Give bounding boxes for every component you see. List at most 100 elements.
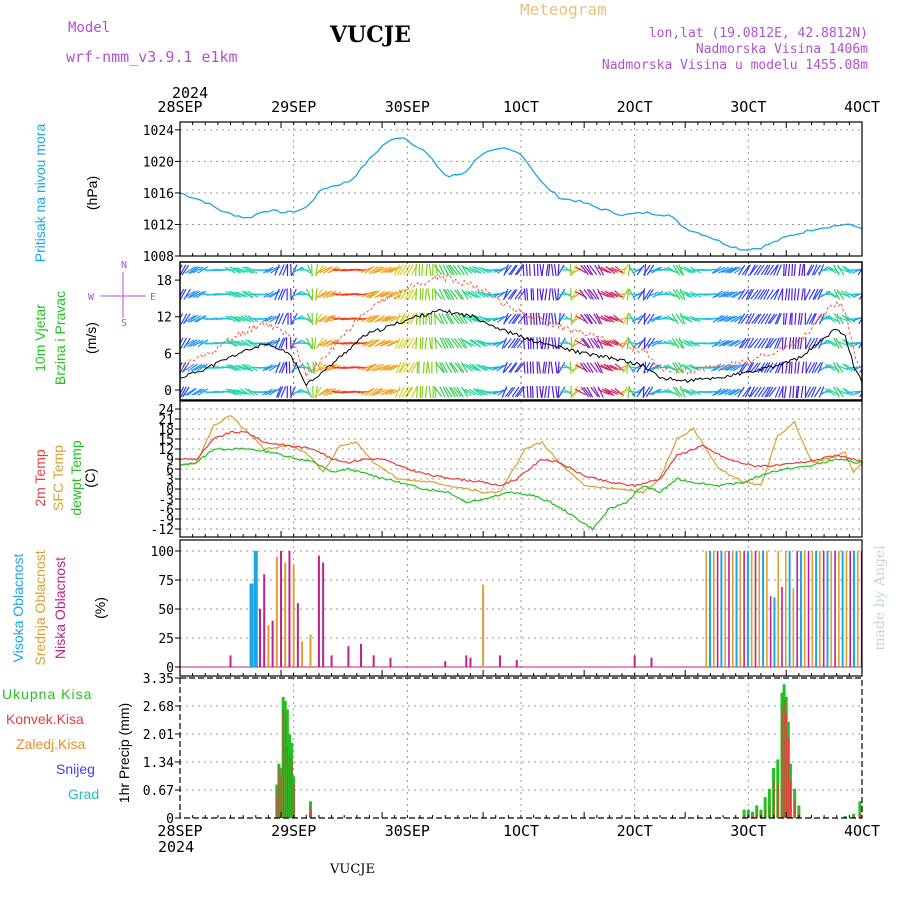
precip-bar-conv (781, 709, 784, 818)
wind-arrow (397, 337, 405, 349)
wind-arrow (379, 339, 391, 347)
wind-arrow (492, 364, 505, 371)
wind-arrow (386, 266, 398, 274)
wind-arrow (757, 362, 766, 373)
cloud-bar-low (317, 555, 320, 667)
wind-arrow (572, 386, 579, 398)
wind-arrow (793, 288, 797, 301)
pressure-series-line (179, 137, 863, 251)
wind-arrow (597, 291, 610, 298)
wind-arrow (233, 389, 245, 395)
time-label-top-0: 28SEP (157, 98, 202, 116)
wind-arrow (446, 313, 455, 325)
wind-arrow (187, 314, 198, 323)
wind-arrow (400, 337, 409, 349)
wind-arrow (589, 264, 598, 276)
wind-arrow (647, 337, 656, 349)
wind-arrow (241, 266, 253, 274)
wind-arrow (314, 313, 323, 325)
wind-arrow (767, 313, 776, 325)
wind-arrow (836, 386, 844, 398)
compass-n: N (121, 260, 127, 271)
wind-arrow (457, 264, 465, 276)
cloud-bar-low (360, 643, 363, 667)
precip-bar-conv (743, 815, 746, 818)
wind-arrow (438, 313, 445, 325)
wind-arrow (371, 388, 382, 396)
wind-arrow (400, 289, 408, 300)
wind-arrow (603, 363, 614, 372)
wind-arrow (748, 386, 756, 398)
wind-arrow (548, 288, 551, 301)
precip-bar-conv (764, 809, 767, 818)
wind-arrow (737, 264, 746, 276)
time-label-bottom-0: 28SEP (157, 822, 202, 840)
frame-wind (179, 261, 863, 401)
wind-arrow (410, 313, 417, 325)
ytick-label-precip-3: 2.01 (143, 728, 174, 743)
cloud-bar-high (826, 551, 829, 667)
wind-arrow (453, 338, 463, 349)
wind-arrow (462, 265, 473, 275)
wind-arrow (468, 388, 480, 396)
wind-arrow (757, 337, 766, 349)
wind-arrow (745, 288, 753, 300)
wind-arrow (550, 361, 554, 374)
wind-arrow (610, 266, 623, 274)
wind-arrow (672, 362, 680, 374)
wind-arrow (406, 337, 415, 349)
wind-arrow (536, 385, 539, 399)
wind-arrow (753, 313, 762, 325)
wind-arrow (230, 339, 242, 347)
wind-arrow (807, 264, 815, 276)
cloud-bar-low (834, 551, 836, 667)
wind-arrow (265, 388, 277, 396)
wind-arrow (316, 339, 328, 348)
wind-arrow (389, 266, 401, 274)
wind-arrow (374, 315, 385, 323)
wind-arrow (628, 317, 641, 320)
wind-arrow (798, 263, 802, 277)
wind-arrow (800, 386, 804, 398)
wind-arrow (312, 385, 314, 399)
wind-arrow (666, 388, 678, 396)
wind-arrow (672, 264, 681, 276)
wind-arrow (462, 363, 474, 372)
cloud-bar-low (389, 657, 392, 667)
wind-arrow (511, 386, 520, 398)
wind-arrow (472, 387, 483, 397)
wind-arrow (225, 388, 237, 396)
wind-arrow (551, 264, 554, 276)
wind-arrow (415, 263, 417, 277)
precip-bar-conv (310, 809, 312, 818)
wind-arrow (180, 288, 185, 298)
wind-arrow (833, 337, 840, 349)
wind-arrow (361, 340, 373, 347)
wind-arrow (600, 315, 612, 323)
wind-arrow (551, 386, 555, 398)
wind-arrow (456, 362, 465, 373)
wind-arrow (572, 339, 584, 347)
wind-arrow (637, 289, 646, 300)
wind-arrow (444, 362, 453, 374)
wind-arrow (444, 313, 453, 325)
wind-arrow (711, 265, 722, 275)
wind-arrow (507, 289, 516, 300)
wind-arrow (324, 363, 335, 372)
wind-arrow (369, 290, 380, 299)
wind-arrow (784, 312, 788, 325)
wind-arrow (536, 361, 539, 374)
wind-arrow (514, 264, 523, 276)
wind-arrow (712, 290, 723, 299)
wind-arrow (621, 386, 628, 398)
cloud-bar-mid (766, 551, 768, 667)
wind-arrow (427, 361, 430, 374)
wind-arrow (300, 266, 311, 274)
wind-arrow (364, 388, 375, 396)
wind-arrow (454, 313, 463, 324)
wind-arrow (471, 363, 482, 372)
wind-arrow (764, 386, 772, 398)
wind-arrow (243, 363, 254, 372)
wind-arrow (368, 265, 379, 275)
wind-arrow (522, 385, 525, 399)
